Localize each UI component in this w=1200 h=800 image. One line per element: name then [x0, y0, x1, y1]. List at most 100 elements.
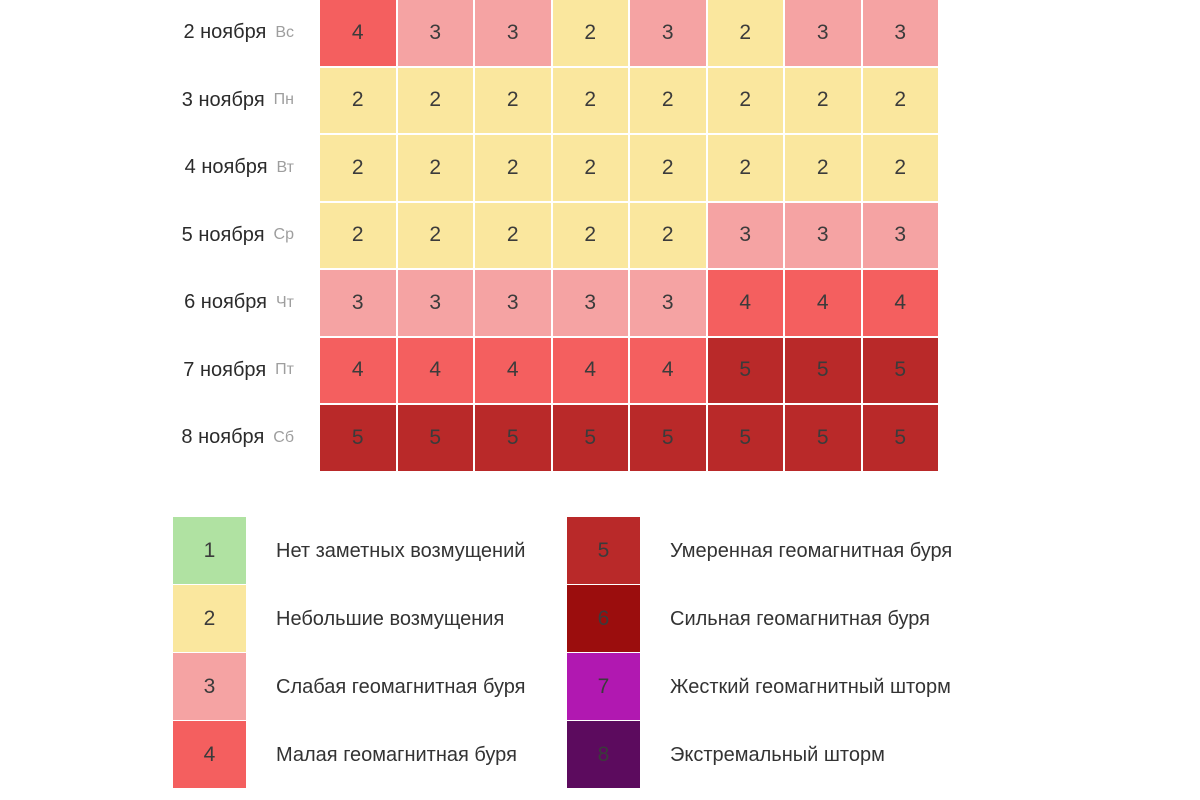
- k-index-cell: 3: [552, 270, 628, 336]
- k-index-cell: 2: [397, 135, 473, 201]
- legend-swatch: 8: [567, 721, 640, 788]
- k-index-cell: 5: [707, 405, 783, 471]
- k-index-cell: 4: [320, 0, 396, 66]
- k-index-cell: 3: [397, 270, 473, 336]
- geomagnetic-forecast-table: 2 ноября Вс 4 3 3 2 3 2 3 3 3 ноября Пн 2 2 2 2 2 2 2 2 4 но…: [0, 0, 938, 473]
- legend-label: Сильная геомагнитная буря: [670, 607, 930, 630]
- legend-swatch: 3: [173, 653, 246, 720]
- legend-item: 1 Нет заметных возмущений: [173, 517, 525, 585]
- row-label: 7 ноября Пт: [0, 338, 320, 404]
- legend-item: 4 Малая геомагнитная буря: [173, 721, 525, 789]
- date-label: 7 ноября: [183, 358, 267, 381]
- k-index-cell: 2: [630, 67, 706, 133]
- k-index-cell: 2: [707, 67, 783, 133]
- k-index-cell: 5: [862, 337, 938, 403]
- k-index-cell: 5: [320, 405, 396, 471]
- row-label: 6 ноября Чт: [0, 270, 320, 336]
- k-index-cell: 3: [707, 202, 783, 268]
- k-index-cell: 4: [397, 337, 473, 403]
- forecast-row: 2 ноября Вс 4 3 3 2 3 2 3 3: [0, 0, 938, 66]
- k-index-cell: 2: [630, 202, 706, 268]
- legend-item: 5 Умеренная геомагнитная буря: [567, 517, 952, 585]
- day-abbr-label: Сб: [273, 428, 294, 446]
- k-index-cell: 2: [475, 135, 551, 201]
- legend-swatch: 5: [567, 517, 640, 584]
- k-index-cell: 2: [862, 135, 938, 201]
- k-index-cell: 3: [320, 270, 396, 336]
- k-index-cell: 3: [630, 0, 706, 66]
- k-index-cell: 3: [862, 0, 938, 66]
- date-label: 4 ноября: [184, 156, 268, 179]
- date-label: 5 ноября: [181, 223, 265, 246]
- legend-item: 6 Сильная геомагнитная буря: [567, 585, 952, 653]
- day-abbr-label: Чт: [276, 293, 294, 311]
- k-index-cell: 3: [475, 270, 551, 336]
- legend-label: Умеренная геомагнитная буря: [670, 539, 953, 562]
- legend-swatch: 1: [173, 517, 246, 584]
- k-index-cell: 5: [630, 405, 706, 471]
- row-label: 4 ноября Вт: [0, 135, 320, 201]
- forecast-row: 8 ноября Сб 5 5 5 5 5 5 5 5: [0, 405, 938, 471]
- k-index-cell: 2: [320, 202, 396, 268]
- k-index-cell: 2: [630, 135, 706, 201]
- k-index-cell: 2: [552, 67, 628, 133]
- k-index-cell: 4: [552, 337, 628, 403]
- k-index-cell: 2: [862, 67, 938, 133]
- legend-column-right: 5 Умеренная геомагнитная буря 6 Сильная гео…: [567, 517, 952, 789]
- k-index-cell: 2: [320, 67, 396, 133]
- k-index-cell: 2: [785, 67, 861, 133]
- row-label: 3 ноября Пн: [0, 68, 320, 134]
- forecast-row: 3 ноября Пн 2 2 2 2 2 2 2 2: [0, 67, 938, 134]
- k-index-cell: 5: [785, 337, 861, 403]
- legend-label: Небольшие возмущения: [276, 607, 505, 630]
- k-index-cell: 2: [397, 67, 473, 133]
- k-index-cell: 5: [707, 337, 783, 403]
- forecast-row: 5 ноября Ср 2 2 2 2 2 3 3 3: [0, 202, 938, 268]
- legend-item: 8 Экстремальный шторм: [567, 721, 952, 789]
- k-index-cell: 3: [785, 202, 861, 268]
- k-index-cell: 2: [707, 135, 783, 201]
- k-index-cell: 3: [785, 0, 861, 66]
- date-label: 6 ноября: [184, 291, 267, 314]
- legend-label: Жесткий геомагнитный шторм: [670, 675, 951, 698]
- date-label: 2 ноября: [183, 21, 267, 44]
- k-index-cell: 4: [475, 337, 551, 403]
- k-index-cell: 2: [320, 135, 396, 201]
- k-index-cell: 5: [785, 405, 861, 471]
- day-abbr-label: Пт: [275, 361, 294, 379]
- k-index-cell: 5: [475, 405, 551, 471]
- day-abbr-label: Вт: [276, 158, 294, 176]
- k-index-cell: 2: [552, 0, 628, 66]
- k-index-cell: 2: [552, 202, 628, 268]
- legend-swatch: 2: [173, 585, 246, 652]
- day-abbr-label: Ср: [273, 226, 294, 244]
- k-index-cell: 3: [862, 202, 938, 268]
- k-index-cell: 5: [552, 405, 628, 471]
- k-index-cell: 2: [707, 0, 783, 66]
- k-index-cell: 2: [397, 202, 473, 268]
- legend-label: Малая геомагнитная буря: [276, 743, 517, 766]
- legend-column-left: 1 Нет заметных возмущений 2 Небольшие возму…: [173, 517, 525, 789]
- legend-swatch: 6: [567, 585, 640, 652]
- row-label: 2 ноября Вс: [0, 0, 320, 66]
- k-index-cell: 5: [862, 405, 938, 471]
- k-index-cell: 4: [785, 270, 861, 336]
- k-index-cell: 4: [707, 270, 783, 336]
- legend-item: 2 Небольшие возмущения: [173, 585, 525, 653]
- legend-label: Нет заметных возмущений: [276, 539, 526, 562]
- forecast-row: 7 ноября Пт 4 4 4 4 4 5 5 5: [0, 337, 938, 404]
- day-abbr-label: Вс: [275, 23, 294, 41]
- date-label: 3 ноября: [181, 88, 265, 111]
- legend-label: Экстремальный шторм: [670, 743, 885, 766]
- k-index-cell: 3: [630, 270, 706, 336]
- legend-swatch: 4: [173, 721, 246, 788]
- forecast-row: 4 ноября Вт 2 2 2 2 2 2 2 2: [0, 135, 938, 201]
- date-label: 8 ноября: [181, 426, 265, 449]
- k-index-cell: 4: [320, 337, 396, 403]
- k-index-cell: 4: [630, 337, 706, 403]
- day-abbr-label: Пн: [273, 91, 294, 109]
- k-index-cell: 3: [397, 0, 473, 66]
- k-index-cell: 2: [475, 202, 551, 268]
- legend-item: 7 Жесткий геомагнитный шторм: [567, 653, 952, 721]
